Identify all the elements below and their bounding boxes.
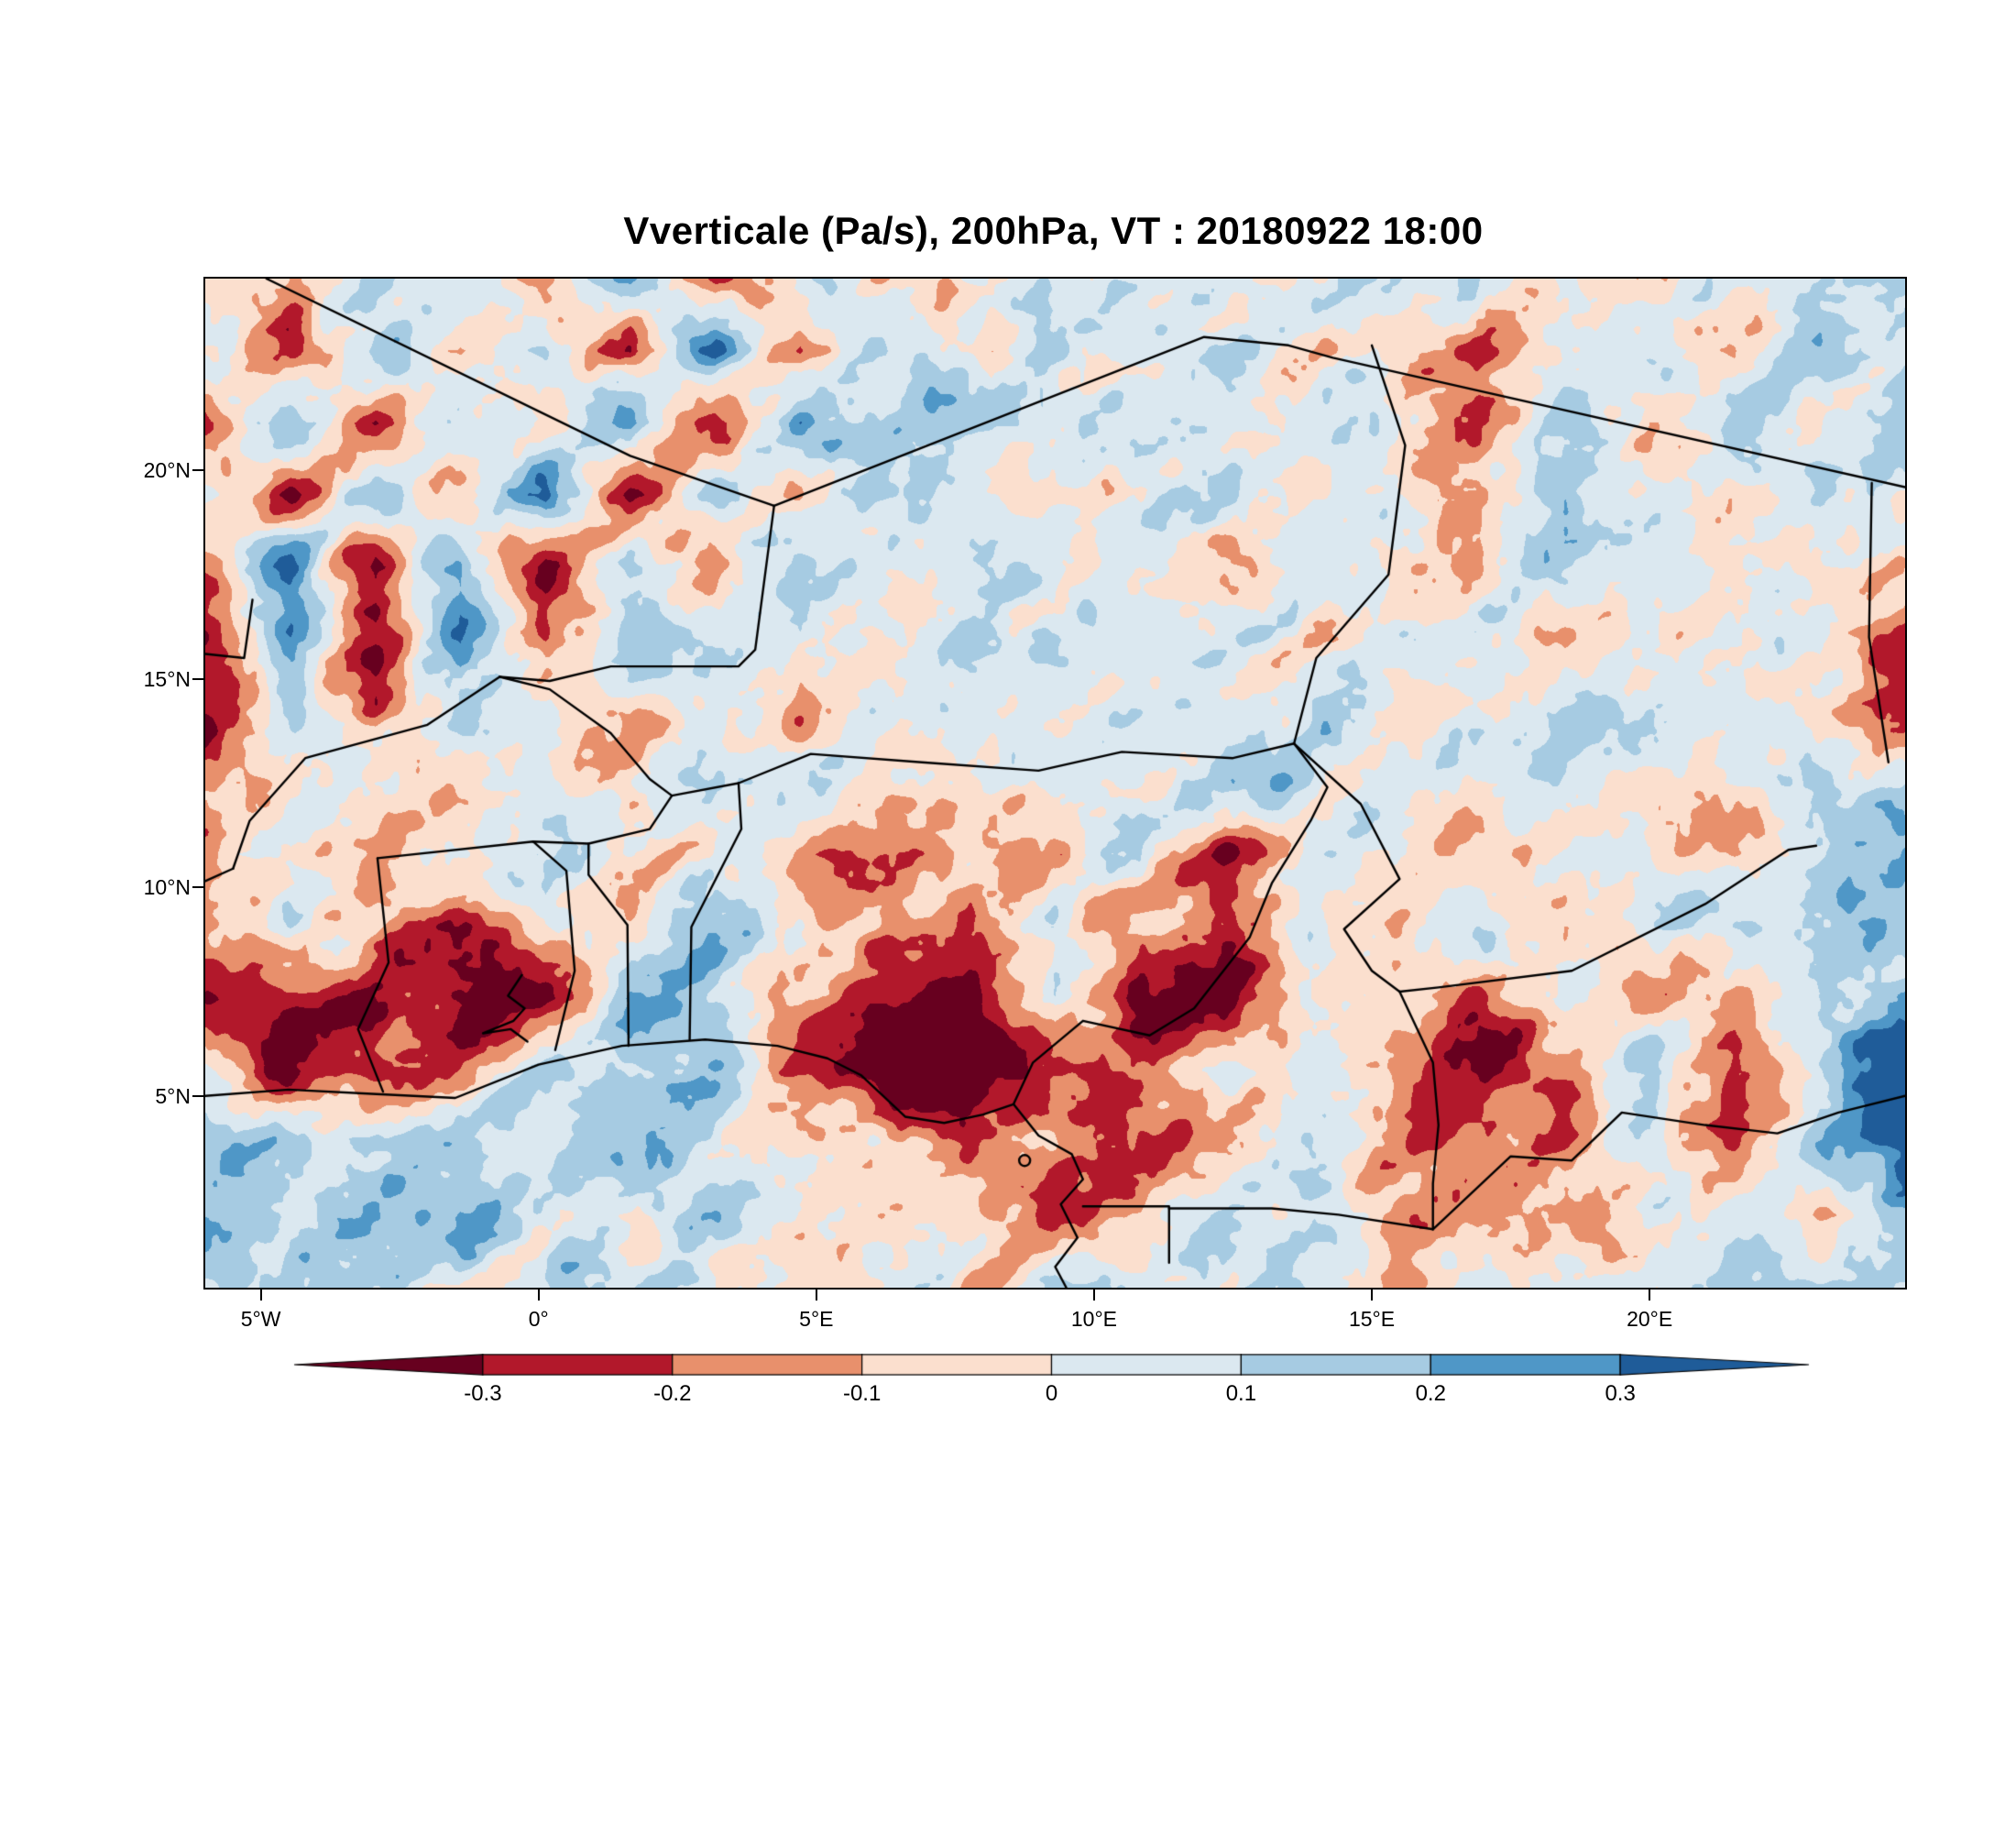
colorbar-tick-label: 0.2 (1415, 1381, 1446, 1406)
y-axis-tickmark (192, 469, 203, 472)
x-axis-tickmark (259, 1290, 262, 1301)
y-axis-tick-label: 10°N (143, 875, 191, 900)
x-axis-tickmark (1092, 1290, 1095, 1301)
colorbar-tick-label: 0 (1045, 1381, 1058, 1406)
x-axis-tick-label: 0° (528, 1307, 549, 1331)
y-axis-tick-label: 5°N (155, 1083, 191, 1108)
y-axis-tickmark (192, 886, 203, 889)
x-axis-tick-label: 5°E (799, 1307, 834, 1331)
colorbar-tick-label: 0.1 (1225, 1381, 1257, 1406)
y-axis-tickmark (192, 677, 203, 680)
colorbar-tick-label: -0.2 (653, 1381, 692, 1406)
colorbar-tick-label: -0.3 (464, 1381, 502, 1406)
x-axis-tickmark (1649, 1290, 1651, 1301)
y-axis-tickmark (192, 1094, 203, 1097)
x-axis-tick-label: 5°W (240, 1307, 281, 1331)
colorbar-tick-label: 0.3 (1605, 1381, 1636, 1406)
x-axis-tickmark (1371, 1290, 1374, 1301)
map-frame: 20°N 15°N 10°N 5°N 5°W 0° 5°E 10°E 15°E 20°E (144, 277, 1907, 1331)
colorbar: -0.3 -0.2 -0.1 0 0.1 0.2 0.3 (293, 1354, 1810, 1418)
x-axis-tickmark (815, 1290, 817, 1301)
y-axis-tick-label: 20°N (143, 458, 191, 483)
colorbar-tick-label: -0.1 (842, 1381, 882, 1406)
y-axis-tick-label: 15°N (143, 666, 191, 691)
colorbar-canvas (293, 1354, 1810, 1376)
figure-title: Vverticale (Pa/s), 200hPa, VT : 20180922… (623, 209, 1484, 252)
x-axis-tick-label: 10°E (1070, 1307, 1117, 1331)
x-axis-tick-label: 15°E (1348, 1307, 1396, 1331)
vertical-velocity-field-canvas (205, 279, 1905, 1288)
x-axis-tickmark (537, 1290, 540, 1301)
x-axis-tick-label: 20°E (1627, 1307, 1673, 1331)
